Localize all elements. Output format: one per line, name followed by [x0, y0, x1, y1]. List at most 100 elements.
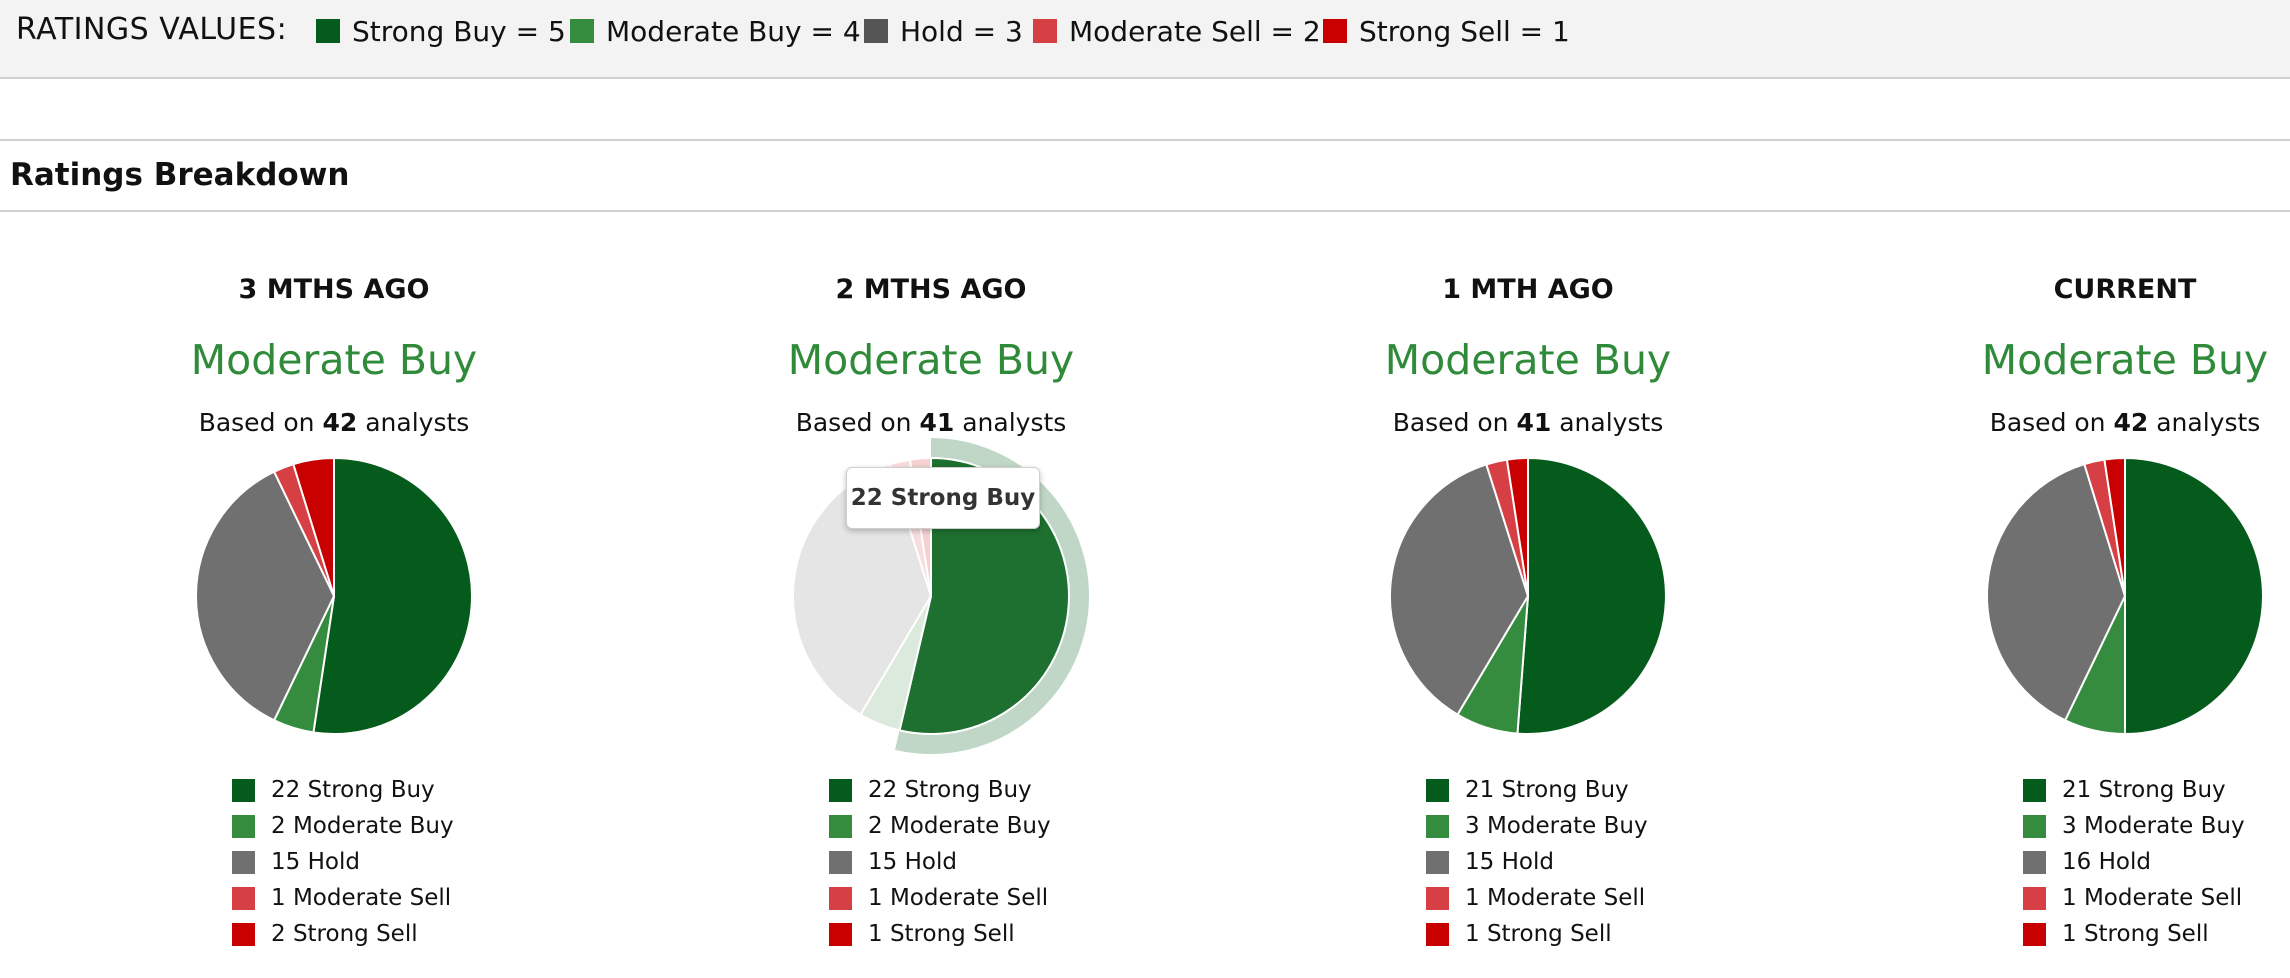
pie-slice-strong-sell[interactable]	[1505, 457, 1529, 597]
legend-swatch	[1426, 814, 1449, 838]
based-on-prefix: Based on	[198, 408, 315, 437]
consensus-rating: Moderate Buy	[787, 336, 1075, 384]
legend-swatch	[232, 922, 255, 946]
legend-item-strong-buy[interactable]: 22 Strong Buy	[829, 776, 1032, 804]
legend-label: 21 Strong Buy	[1465, 777, 1629, 803]
legend-swatch	[232, 778, 255, 802]
ratings-pie-chart[interactable]	[184, 446, 484, 746]
legend-item-moderate-buy[interactable]: 3 Moderate Buy	[2023, 812, 2245, 840]
strong-sell-swatch	[1323, 19, 1347, 43]
based-on-suffix: analysts	[962, 408, 1067, 437]
legend-item-strong-sell[interactable]: 1 Strong Sell	[2023, 920, 2209, 948]
consensus-rating: Moderate Buy	[190, 336, 478, 384]
legend-swatch	[232, 850, 255, 874]
legend-swatch	[1426, 922, 1449, 946]
analyst-number: 41	[1516, 408, 1552, 437]
legend-item-moderate-sell[interactable]: 1 Moderate Sell	[829, 884, 1048, 912]
legend-swatch	[829, 886, 852, 910]
pie-slice-strong-sell[interactable]	[292, 457, 335, 597]
legend-label: 1 Moderate Sell	[868, 885, 1049, 911]
pie-slice-strong-buy[interactable]	[312, 457, 473, 735]
legend-label: 2 Moderate Buy	[868, 813, 1051, 839]
legend-item-hold[interactable]: 16 Hold	[2023, 848, 2151, 876]
legend-label: 3 Moderate Buy	[2062, 813, 2245, 839]
legend-swatch	[1426, 778, 1449, 802]
strong-buy-swatch	[316, 19, 340, 43]
based-on-prefix: Based on	[1989, 408, 2106, 437]
based-on-prefix: Based on	[1392, 408, 1509, 437]
period-title: CURRENT	[2053, 274, 2197, 305]
ratings-value-label: Strong Sell = 1	[1359, 14, 1570, 48]
legend-swatch	[232, 886, 255, 910]
legend-swatch	[1426, 886, 1449, 910]
pie-slice-strong-buy[interactable]	[2124, 457, 2264, 735]
legend-swatch	[2023, 778, 2046, 802]
hold-swatch	[864, 19, 888, 43]
legend-item-hold[interactable]: 15 Hold	[1426, 848, 1554, 876]
legend-swatch	[2023, 886, 2046, 910]
legend-swatch	[2023, 850, 2046, 874]
analyst-number: 42	[322, 408, 358, 437]
ratings-value-label: Moderate Buy = 4	[606, 14, 861, 48]
spacer-row	[0, 79, 2290, 141]
legend-label: 1 Moderate Sell	[1465, 885, 1646, 911]
ratings-pie-chart[interactable]	[1378, 446, 1678, 746]
legend-item-moderate-buy[interactable]: 3 Moderate Buy	[1426, 812, 1648, 840]
legend-item-moderate-sell[interactable]: 1 Moderate Sell	[2023, 884, 2242, 912]
legend-label: 15 Hold	[1465, 849, 1554, 875]
legend-item-strong-sell[interactable]: 2 Strong Sell	[232, 920, 418, 948]
pie-slice-hold[interactable]	[195, 470, 335, 722]
legend-item-hold[interactable]: 15 Hold	[232, 848, 360, 876]
legend-item-strong-buy[interactable]: 21 Strong Buy	[1426, 776, 1629, 804]
legend-swatch	[1426, 850, 1449, 874]
ratings-value-strong-buy: Strong Buy = 5	[316, 14, 566, 48]
based-on-suffix: analysts	[1559, 408, 1664, 437]
analyst-count: Based on 41 analysts	[1278, 408, 1778, 437]
ratings-value-moderate-buy: Moderate Buy = 4	[570, 14, 861, 48]
legend-item-moderate-sell[interactable]: 1 Moderate Sell	[1426, 884, 1645, 912]
legend-label: 22 Strong Buy	[271, 777, 435, 803]
legend-label: 21 Strong Buy	[2062, 777, 2226, 803]
legend-label: 1 Moderate Sell	[271, 885, 452, 911]
legend-label: 1 Strong Sell	[1465, 921, 1612, 947]
analyst-count: Based on 42 analysts	[1875, 408, 2290, 437]
analyst-number: 41	[919, 408, 955, 437]
legend-item-moderate-buy[interactable]: 2 Moderate Buy	[232, 812, 454, 840]
legend-item-moderate-sell[interactable]: 1 Moderate Sell	[232, 884, 451, 912]
analyst-number: 42	[2113, 408, 2149, 437]
consensus-rating: Moderate Buy	[1384, 336, 1672, 384]
consensus-rating: Moderate Buy	[1981, 336, 2269, 384]
legend-swatch	[829, 778, 852, 802]
ratings-value-hold: Hold = 3	[864, 14, 1023, 48]
ratings-value-label: Strong Buy = 5	[352, 14, 566, 48]
legend-label: 1 Moderate Sell	[2062, 885, 2243, 911]
legend-item-strong-buy[interactable]: 22 Strong Buy	[232, 776, 435, 804]
ratings-value-label: Moderate Sell = 2	[1069, 14, 1321, 48]
legend-swatch	[2023, 922, 2046, 946]
legend-label: 16 Hold	[2062, 849, 2151, 875]
period-title: 1 MTH AGO	[1442, 274, 1614, 305]
pie-slice-strong-buy[interactable]	[1516, 457, 1667, 735]
legend-label: 1 Strong Sell	[2062, 921, 2209, 947]
moderate-buy-swatch	[570, 19, 594, 43]
legend-item-moderate-buy[interactable]: 2 Moderate Buy	[829, 812, 1051, 840]
moderate-sell-swatch	[1033, 19, 1057, 43]
legend-label: 2 Moderate Buy	[271, 813, 454, 839]
legend-label: 22 Strong Buy	[868, 777, 1032, 803]
legend-item-hold[interactable]: 15 Hold	[829, 848, 957, 876]
legend-swatch	[2023, 814, 2046, 838]
pie-slice-hold[interactable]	[1986, 463, 2126, 722]
ratings-value-label: Hold = 3	[900, 14, 1023, 48]
legend-label: 3 Moderate Buy	[1465, 813, 1648, 839]
based-on-suffix: analysts	[2156, 408, 2261, 437]
chart-tooltip: 22 Strong Buy	[846, 467, 1040, 529]
pie-slice-hold[interactable]	[1389, 463, 1529, 716]
section-divider	[0, 210, 2290, 212]
ratings-pie-chart[interactable]	[1975, 446, 2275, 746]
legend-item-strong-sell[interactable]: 1 Strong Sell	[829, 920, 1015, 948]
legend-swatch	[232, 814, 255, 838]
legend-item-strong-buy[interactable]: 21 Strong Buy	[2023, 776, 2226, 804]
legend-swatch	[829, 814, 852, 838]
legend-item-strong-sell[interactable]: 1 Strong Sell	[1426, 920, 1612, 948]
pie-slice-strong-sell[interactable]	[2103, 456, 2126, 597]
